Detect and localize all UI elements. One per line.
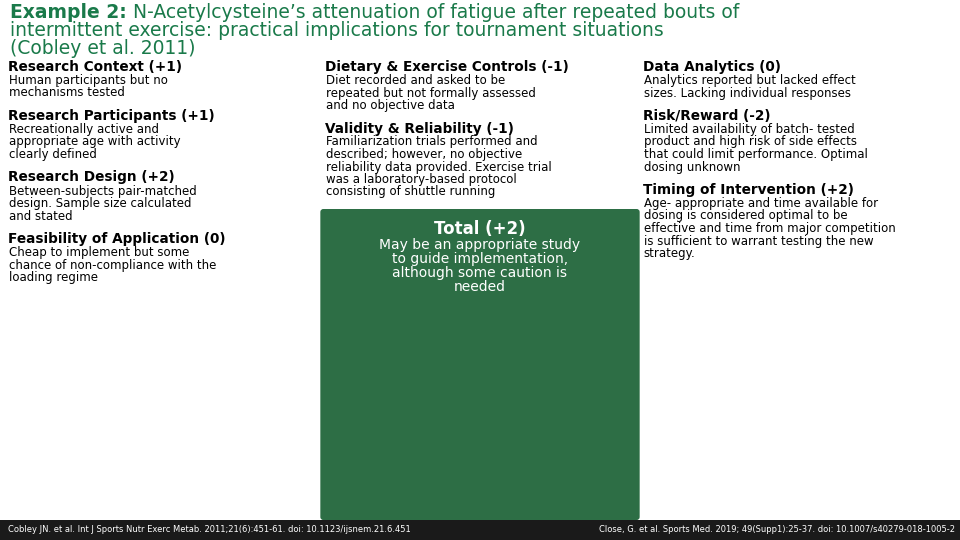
Text: Recreationally active and: Recreationally active and xyxy=(9,123,159,136)
Text: N-Acetylcysteine’s attenuation of fatigue after repeated bouts of: N-Acetylcysteine’s attenuation of fatigu… xyxy=(127,3,739,22)
Text: Example 2:: Example 2: xyxy=(10,3,127,22)
Text: Validity & Reliability (-1): Validity & Reliability (-1) xyxy=(325,122,515,136)
Text: is sufficient to warrant testing the new: is sufficient to warrant testing the new xyxy=(643,234,874,247)
Text: and stated: and stated xyxy=(9,210,73,222)
Text: and no objective data: and no objective data xyxy=(326,99,455,112)
Text: Total (+2): Total (+2) xyxy=(434,220,526,238)
Text: design. Sample size calculated: design. Sample size calculated xyxy=(9,197,191,210)
Text: Analytics reported but lacked effect: Analytics reported but lacked effect xyxy=(643,74,855,87)
Text: Research Design (+2): Research Design (+2) xyxy=(8,171,175,185)
Text: loading regime: loading regime xyxy=(9,271,98,284)
Text: Research Context (+1): Research Context (+1) xyxy=(8,60,182,74)
Text: needed: needed xyxy=(454,280,506,294)
Text: Research Participants (+1): Research Participants (+1) xyxy=(8,109,215,123)
Text: Diet recorded and asked to be: Diet recorded and asked to be xyxy=(326,74,506,87)
Text: May be an appropriate study: May be an appropriate study xyxy=(379,238,581,252)
Text: strategy.: strategy. xyxy=(643,247,695,260)
Text: repeated but not formally assessed: repeated but not formally assessed xyxy=(326,86,537,99)
Text: product and high risk of side effects: product and high risk of side effects xyxy=(643,136,856,148)
Bar xyxy=(0,520,960,540)
Text: was a laboratory-based protocol: was a laboratory-based protocol xyxy=(326,173,517,186)
Text: Data Analytics (0): Data Analytics (0) xyxy=(642,60,780,74)
Text: clearly defined: clearly defined xyxy=(9,148,97,161)
Text: intermittent exercise: practical implications for tournament situations: intermittent exercise: practical implica… xyxy=(10,21,663,40)
Text: Limited availability of batch- tested: Limited availability of batch- tested xyxy=(643,123,854,136)
Text: Risk/Reward (-2): Risk/Reward (-2) xyxy=(642,109,770,123)
Text: mechanisms tested: mechanisms tested xyxy=(9,86,125,99)
Text: consisting of shuttle running: consisting of shuttle running xyxy=(326,186,495,199)
Text: that could limit performance. Optimal: that could limit performance. Optimal xyxy=(643,148,868,161)
Text: effective and time from major competition: effective and time from major competitio… xyxy=(643,222,896,235)
Text: Cobley JN. et al. Int J Sports Nutr Exerc Metab. 2011;21(6):451-61. doi: 10.1123: Cobley JN. et al. Int J Sports Nutr Exer… xyxy=(8,525,411,535)
Text: dosing is considered optimal to be: dosing is considered optimal to be xyxy=(643,210,848,222)
Text: to guide implementation,: to guide implementation, xyxy=(392,252,568,266)
Text: reliability data provided. Exercise trial: reliability data provided. Exercise tria… xyxy=(326,160,552,173)
Text: described; however, no objective: described; however, no objective xyxy=(326,148,522,161)
Text: Feasibility of Application (0): Feasibility of Application (0) xyxy=(8,232,226,246)
Text: (Cobley et al. 2011): (Cobley et al. 2011) xyxy=(10,39,196,58)
Text: Age- appropriate and time available for: Age- appropriate and time available for xyxy=(643,197,877,210)
Text: although some caution is: although some caution is xyxy=(393,266,567,280)
Text: Familiarization trials performed and: Familiarization trials performed and xyxy=(326,136,538,148)
FancyBboxPatch shape xyxy=(321,209,639,520)
Text: chance of non-compliance with the: chance of non-compliance with the xyxy=(9,259,216,272)
Text: Cheap to implement but some: Cheap to implement but some xyxy=(9,246,189,259)
Text: Close, G. et al. Sports Med. 2019; 49(Supp1):25-37. doi: 10.1007/s40279-018-1005: Close, G. et al. Sports Med. 2019; 49(Su… xyxy=(599,525,955,535)
Text: Between-subjects pair-matched: Between-subjects pair-matched xyxy=(9,185,197,198)
Text: sizes. Lacking individual responses: sizes. Lacking individual responses xyxy=(643,86,851,99)
Text: Human participants but no: Human participants but no xyxy=(9,74,168,87)
Text: dosing unknown: dosing unknown xyxy=(643,160,740,173)
Text: Dietary & Exercise Controls (-1): Dietary & Exercise Controls (-1) xyxy=(325,60,569,74)
Text: Timing of Intervention (+2): Timing of Intervention (+2) xyxy=(642,183,853,197)
Text: appropriate age with activity: appropriate age with activity xyxy=(9,136,180,148)
